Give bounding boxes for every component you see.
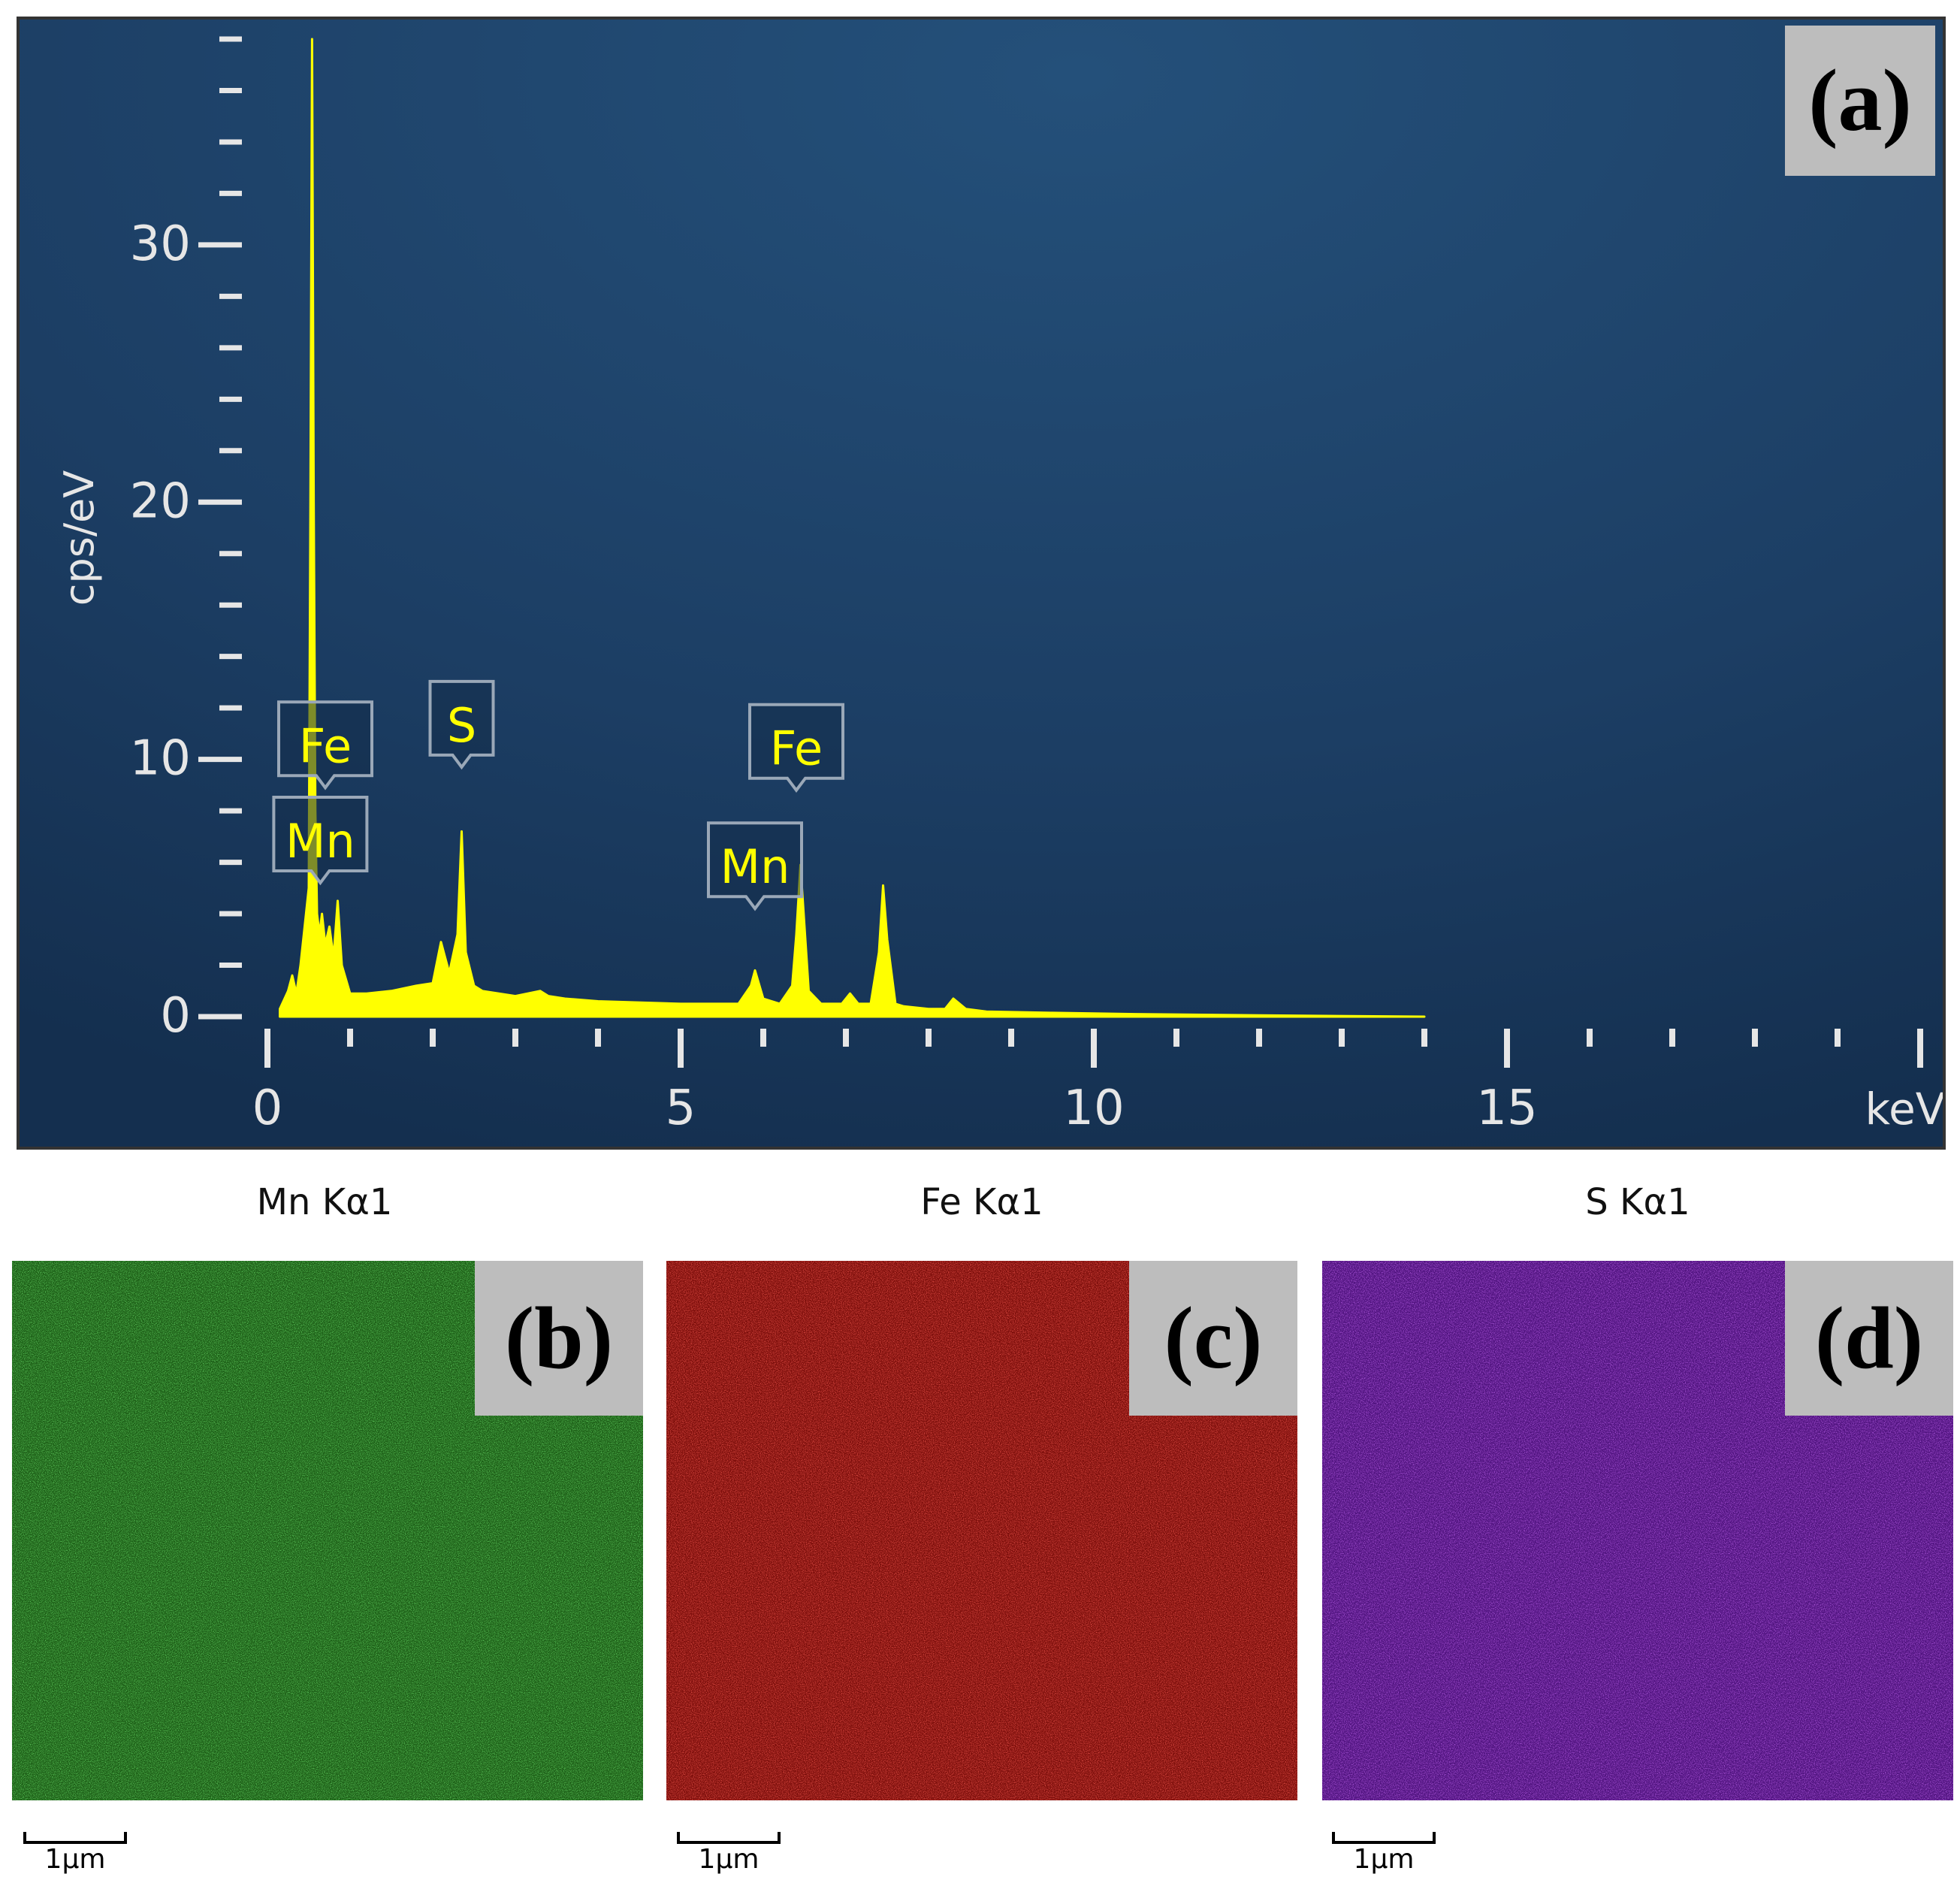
x-tick-label: 10 bbox=[1063, 1081, 1124, 1136]
y-tick-label: 30 bbox=[130, 216, 191, 272]
annotation-label: Mn bbox=[720, 839, 790, 894]
x-tick-label: 5 bbox=[666, 1081, 696, 1136]
annotation-label: Mn bbox=[285, 814, 355, 869]
scale-bar-mn: 1μm bbox=[23, 1829, 128, 1878]
scale-bar-fe: 1μm bbox=[676, 1829, 781, 1878]
annotation-label: Fe bbox=[299, 718, 352, 773]
x-axis-unit-label: keV bbox=[1865, 1084, 1943, 1135]
fe-elemental-map: (c) bbox=[666, 1261, 1297, 1800]
map-title-fe: Fe Kα1 bbox=[920, 1181, 1043, 1223]
peak-annotation-s: S bbox=[428, 679, 495, 770]
scale-bar-mn-label: 1μm bbox=[44, 1844, 106, 1875]
annotation-box bbox=[707, 821, 803, 911]
peak-annotation-fe: Fe bbox=[277, 700, 373, 790]
x-tick-label: 15 bbox=[1476, 1081, 1537, 1136]
panel-label-a: (a) bbox=[1785, 26, 1935, 176]
x-tick-label: 0 bbox=[252, 1081, 283, 1136]
y-tick-label: 10 bbox=[130, 731, 191, 787]
map-title-s: S Kα1 bbox=[1585, 1181, 1690, 1223]
annotation-label: Fe bbox=[770, 721, 823, 776]
peak-annotation-fe: Fe bbox=[748, 703, 844, 793]
annotation-box bbox=[428, 679, 495, 770]
s-elemental-map: (d) bbox=[1322, 1261, 1953, 1800]
panel-label-b: (b) bbox=[475, 1261, 643, 1416]
scale-bar-fe-label: 1μm bbox=[698, 1844, 760, 1875]
annotation-box bbox=[748, 703, 844, 793]
peak-annotation-mn: Mn bbox=[707, 821, 803, 911]
mn-elemental-map: (b) bbox=[12, 1261, 643, 1800]
y-tick-label: 20 bbox=[130, 473, 191, 529]
scale-bar-s-label: 1μm bbox=[1353, 1844, 1415, 1875]
y-axis-label: cps/eV bbox=[56, 470, 103, 606]
scale-bar-s: 1μm bbox=[1331, 1829, 1436, 1878]
s-map-image bbox=[1322, 1261, 1953, 1800]
annotation-label: S bbox=[447, 698, 476, 753]
annotation-box bbox=[277, 700, 373, 790]
panel-label-d: (d) bbox=[1785, 1261, 1953, 1416]
annotation-box bbox=[272, 795, 369, 886]
peak-annotation-mn: Mn bbox=[272, 795, 369, 886]
y-tick-label: 0 bbox=[160, 988, 191, 1044]
eds-spectrum-chart: 0 10 20 30 0 5 10 15 Fe Mn S Fe Mn cps/eV keV bbox=[20, 20, 1943, 1147]
panel-label-c: (c) bbox=[1129, 1261, 1297, 1416]
eds-spectrum-panel: 0 10 20 30 0 5 10 15 Fe Mn S Fe Mn cps/eV keV (a) bbox=[17, 17, 1946, 1150]
map-title-mn: Mn Kα1 bbox=[256, 1181, 393, 1223]
